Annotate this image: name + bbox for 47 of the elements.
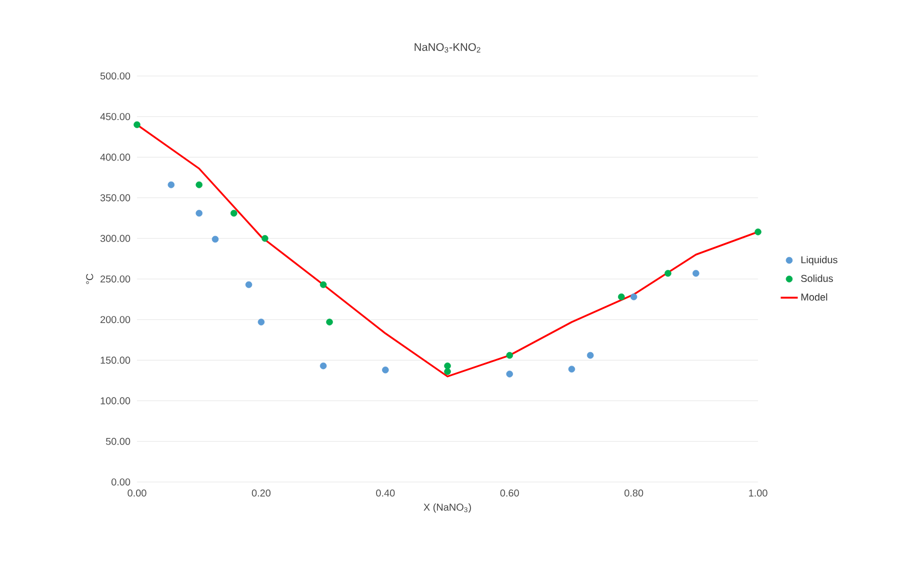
point <box>444 362 451 370</box>
point <box>382 366 389 374</box>
y-tick-label: 100.00 <box>100 397 130 404</box>
y-tick-label: 0.00 <box>111 478 130 486</box>
x-tick-label: 0.60 <box>500 490 519 497</box>
y-tick-label: 150.00 <box>100 356 130 364</box>
point <box>168 181 175 188</box>
point <box>262 235 268 242</box>
legend-label: Model <box>801 293 828 301</box>
chart-title: NaNO$_{3}$-KNO$_{2}$ <box>414 43 480 53</box>
point <box>586 352 594 359</box>
y-tick-label: 300.00 <box>100 234 130 242</box>
point <box>230 210 238 217</box>
x-tick-label: 0.00 <box>128 490 146 497</box>
point <box>568 366 576 373</box>
y-tick-label: 250.00 <box>100 275 130 283</box>
point <box>444 368 451 375</box>
y-tick-label: 350.00 <box>100 194 130 202</box>
y-tick-label: 500.00 <box>100 72 130 80</box>
point <box>320 281 327 288</box>
y-tick-label: 200.00 <box>100 316 130 324</box>
point <box>618 293 625 300</box>
point <box>664 270 672 277</box>
y-axis-title: °C <box>86 274 94 284</box>
point <box>212 236 219 243</box>
point <box>692 270 700 277</box>
point <box>196 181 202 188</box>
point <box>754 228 762 236</box>
x-tick-label: 0.40 <box>376 490 395 497</box>
point <box>245 281 252 288</box>
x-tick-label: 0.80 <box>624 490 644 497</box>
point <box>506 370 513 378</box>
point <box>506 352 513 359</box>
point <box>326 318 333 326</box>
legend-label: Liquidus <box>801 256 838 266</box>
point <box>320 362 327 370</box>
y-tick-label: 400.00 <box>100 154 130 161</box>
point <box>630 293 638 300</box>
x-tick-label: 0.20 <box>252 490 271 497</box>
y-tick-label: 450.00 <box>100 113 130 120</box>
x-tick-label: 1.00 <box>749 490 768 497</box>
x-axis-title: X (NaNO$_{3}$) <box>424 503 471 513</box>
point <box>196 210 202 217</box>
point <box>134 121 140 128</box>
legend-label: Solidus <box>801 274 833 282</box>
point <box>258 318 265 326</box>
y-tick-label: 50.00 <box>106 438 130 445</box>
